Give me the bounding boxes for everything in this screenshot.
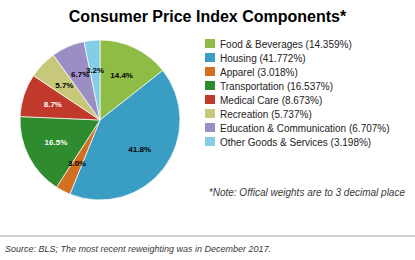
note: *Note: Offical weights are to 3 decimal … — [209, 187, 406, 198]
pie-slice — [84, 40, 100, 120]
title: Consumer Price Index Components* — [69, 8, 347, 25]
legend-label: Education & Communication (6.707%) — [220, 123, 390, 134]
pie-slice — [20, 117, 100, 188]
legend-item: Housing (41.772%) — [205, 53, 306, 64]
legend-label: Housing (41.772%) — [220, 53, 306, 64]
data-label: 41.8% — [128, 145, 151, 154]
legend-item: Transportation (16.537%) — [205, 81, 333, 92]
legend-item: Recreation (5.737%) — [205, 109, 312, 120]
legend-swatch — [205, 123, 215, 132]
legend-swatch — [205, 95, 215, 104]
legend-label: Other Goods & Services (3.198%) — [220, 137, 371, 148]
legend-item: Education & Communication (6.707%) — [205, 123, 390, 134]
legend-swatch — [205, 81, 215, 90]
legend-swatch — [205, 109, 215, 118]
legend-label: Medical Care (8.673%) — [220, 95, 322, 106]
legend-label: Recreation (5.737%) — [220, 109, 312, 120]
source: Source: BLS; The most recent reweighting… — [5, 244, 271, 254]
legend-swatch — [205, 39, 215, 48]
data-label: 14.4% — [110, 71, 133, 80]
data-label: 8.7% — [44, 100, 62, 109]
legend-label: Food & Beverages (14.359%) — [220, 39, 352, 50]
legend: Food & Beverages (14.359%) Housing (41.77… — [205, 39, 390, 148]
data-label: 3.2% — [86, 66, 104, 75]
legend-swatch — [205, 137, 215, 146]
legend-item: Other Goods & Services (3.198%) — [205, 137, 371, 148]
data-label: 3.0% — [68, 159, 86, 168]
legend-item: Food & Beverages (14.359%) — [205, 39, 352, 50]
chart: Consumer Price Index Components* 14.4% 41.… — [0, 0, 415, 260]
border-line — [0, 236, 415, 237]
legend-label: Transportation (16.537%) — [220, 81, 333, 92]
legend-swatch — [205, 67, 215, 76]
legend-item: Medical Care (8.673%) — [205, 95, 322, 106]
data-label: 5.7% — [55, 81, 73, 90]
legend-swatch — [205, 53, 215, 62]
legend-label: Apparel (3.018%) — [220, 67, 298, 78]
legend-item: Apparel (3.018%) — [205, 67, 298, 78]
pie: 14.4%41.8%3.0%16.5%8.7%5.7%6.7%3.2% — [20, 40, 180, 200]
data-label: 16.5% — [45, 138, 68, 147]
